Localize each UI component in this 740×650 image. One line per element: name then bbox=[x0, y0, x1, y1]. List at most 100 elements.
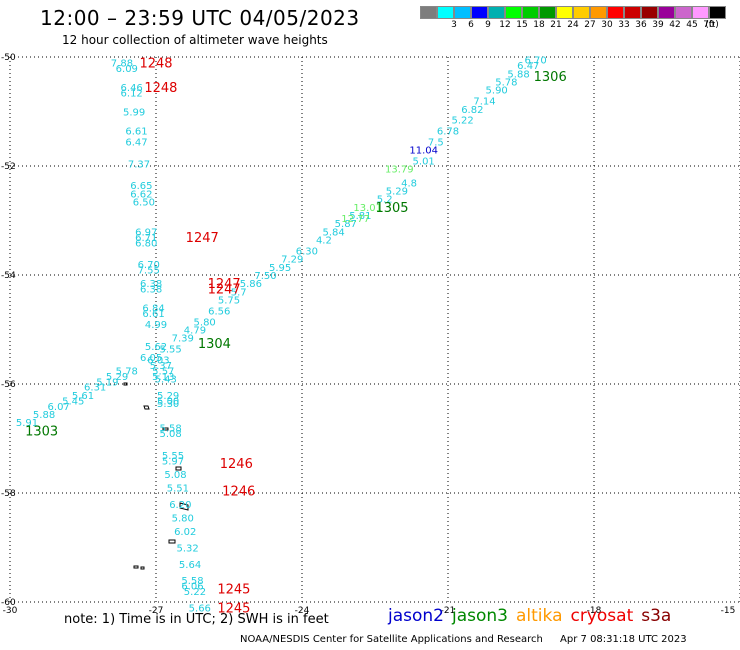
swh-value: 5.51 bbox=[167, 484, 189, 495]
island-shape bbox=[143, 405, 150, 410]
swh-value: 5.7 bbox=[231, 287, 247, 298]
swh-value: 4.99 bbox=[145, 320, 167, 331]
satellite-name: jason2 bbox=[388, 606, 444, 626]
legend-swatch bbox=[607, 6, 624, 19]
swh-value: 5.29 bbox=[106, 372, 128, 383]
legend-swatch bbox=[471, 6, 488, 19]
lon-label: -18 bbox=[587, 606, 602, 616]
swh-value: 5.66 bbox=[189, 603, 211, 614]
legend-swatch bbox=[658, 6, 675, 19]
swh-value: 5.01 bbox=[413, 157, 435, 168]
legend-label: 36 bbox=[635, 20, 647, 30]
pass-number: 1246 bbox=[222, 484, 255, 499]
lon-label: -27 bbox=[149, 606, 164, 616]
pass-number: 1305 bbox=[375, 201, 408, 216]
island-shape bbox=[140, 566, 145, 570]
swh-value: 6.47 bbox=[517, 61, 539, 72]
lat-label: -58 bbox=[1, 489, 16, 499]
legend-swatch bbox=[675, 6, 692, 19]
swh-value: 5.37 bbox=[150, 361, 172, 372]
swh-value: 5.88 bbox=[507, 69, 529, 80]
swh-value: 6.02 bbox=[174, 527, 196, 538]
pass-number: 1245 bbox=[217, 582, 250, 597]
swh-value: 5.75 bbox=[218, 296, 240, 307]
swh-value: 6.09 bbox=[116, 64, 138, 75]
lat-label: -52 bbox=[1, 162, 16, 172]
pass-number: 1247 bbox=[186, 231, 219, 246]
credit-line: NOAA/NESDIS Center for Satellite Applica… bbox=[240, 634, 701, 645]
swh-value: 5.19 bbox=[96, 377, 118, 388]
legend-label: 30 bbox=[601, 20, 613, 30]
legend-label: 21 bbox=[550, 20, 562, 30]
map-subtitle: 12 hour collection of altimeter wave hei… bbox=[62, 33, 328, 47]
swh-value: 5.55 bbox=[162, 451, 184, 462]
swh-value: 5.13 bbox=[152, 372, 174, 383]
satellite-name: cryosat bbox=[570, 606, 634, 626]
swh-value: 6.47 bbox=[125, 137, 147, 148]
swh-value: 7.88 bbox=[111, 58, 133, 69]
satellite-name: s3a bbox=[641, 606, 672, 626]
swh-value: 6.70 bbox=[524, 56, 546, 67]
lat-label: -56 bbox=[1, 380, 16, 390]
legend-swatch bbox=[590, 6, 607, 19]
swh-value: 6.61 bbox=[125, 127, 147, 138]
swh-value: 5.95 bbox=[269, 263, 291, 274]
swh-value: 5.62 bbox=[145, 342, 167, 353]
swh-value: 6.20 bbox=[169, 500, 191, 511]
islands bbox=[123, 382, 189, 570]
satellite-legend: jason2 jason3 altika cryosat s3a bbox=[388, 606, 679, 626]
legend-swatch bbox=[437, 6, 454, 19]
swh-value: 6.84 bbox=[142, 304, 164, 315]
swh-value: 5.58 bbox=[181, 576, 203, 587]
island-shape bbox=[175, 466, 182, 471]
swh-value: 5.78 bbox=[495, 78, 517, 89]
legend-swatch bbox=[522, 6, 539, 19]
swh-value: 7.55 bbox=[138, 266, 160, 277]
footnote: note: 1) Time is in UTC; 2) SWH is in fe… bbox=[64, 612, 329, 627]
lon-label: -21 bbox=[441, 606, 456, 616]
pass-number: 1303 bbox=[25, 424, 58, 439]
pass-number: 1306 bbox=[534, 70, 567, 85]
swh-value: 5.99 bbox=[123, 108, 145, 119]
pass-number: 1248 bbox=[139, 56, 172, 71]
swh-value: 4.79 bbox=[184, 326, 206, 337]
swh-value: 5.32 bbox=[177, 544, 199, 555]
swh-value: 5.08 bbox=[164, 470, 186, 481]
legend-label: 3 bbox=[451, 20, 457, 30]
swh-value: 4.2 bbox=[316, 236, 332, 247]
swh-value: 6.71 bbox=[135, 233, 157, 244]
legend-swatch bbox=[505, 6, 522, 19]
swh-value: 5.80 bbox=[172, 514, 194, 525]
lat-lon-grid bbox=[9, 56, 740, 603]
legend-swatch bbox=[454, 6, 471, 19]
swh-value: 5.29 bbox=[386, 187, 408, 198]
axis-labels: -50 -52 -54 -56 -58 -60-30 -27 -24 -21 -18 -15 bbox=[1, 53, 735, 616]
legend-swatch bbox=[641, 6, 658, 19]
swh-value: 5.2 bbox=[377, 195, 393, 206]
swh-value: 6.03 bbox=[147, 355, 169, 366]
swh-value: 7.14 bbox=[473, 97, 495, 108]
swh-value: 5.84 bbox=[323, 227, 345, 238]
swh-value: 7.39 bbox=[172, 334, 194, 345]
swh-value: 5.64 bbox=[179, 560, 201, 571]
lon-label: -24 bbox=[295, 606, 310, 616]
pass-number: 1247 bbox=[208, 277, 241, 292]
swh-value: 6.80 bbox=[135, 238, 157, 249]
island-shape bbox=[133, 565, 139, 569]
legend-label: 9 bbox=[485, 20, 491, 30]
swh-value: 5.91 bbox=[16, 418, 38, 429]
pass-number: 1247 bbox=[208, 283, 241, 298]
lat-label: -60 bbox=[1, 598, 16, 608]
swh-value: 4.8 bbox=[401, 178, 417, 189]
legend-label: 12 bbox=[499, 20, 511, 30]
swh-tracks: 7.886.096.466.125.996.616.477.376.656.62… bbox=[16, 56, 547, 615]
swh-value: 6.97 bbox=[135, 227, 157, 238]
swh-value: 5.87 bbox=[335, 219, 357, 230]
swh-value: 5.22 bbox=[184, 587, 206, 598]
legend-swatch bbox=[573, 6, 590, 19]
swh-value: 7.5 bbox=[428, 137, 444, 148]
legend-label: 27 bbox=[584, 20, 596, 30]
swh-value: 5.78 bbox=[116, 366, 138, 377]
swh-value: 7.29 bbox=[281, 255, 303, 266]
